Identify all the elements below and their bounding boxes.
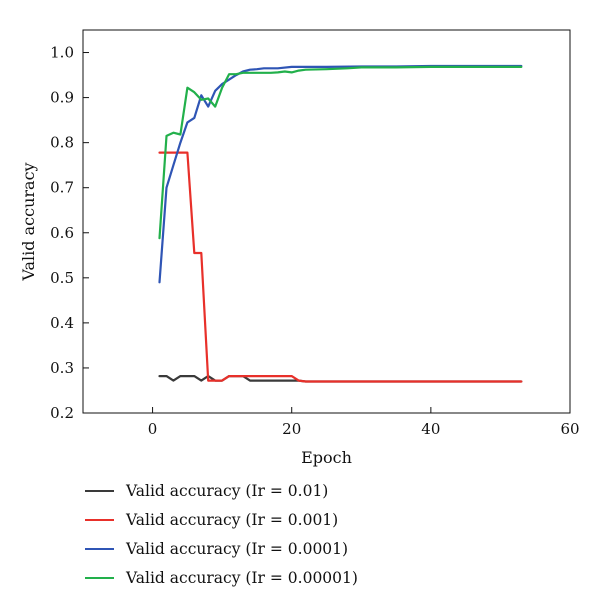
legend-label: Valid accuracy (Ir = 0.00001): [125, 569, 358, 587]
legend-label: Valid accuracy (Ir = 0.0001): [125, 540, 348, 558]
legend-item: Valid accuracy (Ir = 0.001): [85, 511, 338, 529]
x-axis-title: Epoch: [301, 448, 352, 467]
y-tick-label: 0.9: [50, 89, 74, 107]
series-lines: [158, 64, 523, 383]
y-tick-label: 0.3: [50, 359, 74, 377]
y-axis-title: Valid accuracy: [19, 162, 38, 281]
series-line-3: [158, 65, 523, 240]
y-tick-label: 0.7: [50, 179, 74, 197]
x-tick-label: 60: [560, 420, 579, 438]
series-line-2: [158, 64, 523, 284]
legend-item: Valid accuracy (Ir = 0.00001): [85, 569, 358, 587]
legend-item: Valid accuracy (Ir = 0.0001): [85, 540, 348, 558]
legend-label: Valid accuracy (Ir = 0.01): [125, 482, 328, 500]
y-tick-label: 0.8: [50, 134, 74, 152]
legend-label: Valid accuracy (Ir = 0.001): [125, 511, 338, 529]
legend-item: Valid accuracy (Ir = 0.01): [85, 482, 328, 500]
y-tick-label: 1.0: [50, 44, 74, 62]
x-tick-label: 0: [148, 420, 158, 438]
x-tick-label: 20: [282, 420, 301, 438]
y-tick-label: 0.4: [50, 314, 74, 332]
y-tick-label: 0.5: [50, 269, 74, 287]
series-line-1: [158, 151, 523, 383]
plot-frame: [82, 29, 571, 414]
y-tick-label: 0.6: [50, 224, 74, 242]
legend: Valid accuracy (Ir = 0.01) Valid accuracy…: [85, 482, 358, 587]
x-tick-label: 40: [421, 420, 440, 438]
y-tick-label: 0.2: [50, 404, 74, 422]
axis-ticks: 0 20 40 60 0.2 0.3 0.4 0.5 0.6 0.7 0.8 0.9 1.0: [50, 44, 579, 438]
